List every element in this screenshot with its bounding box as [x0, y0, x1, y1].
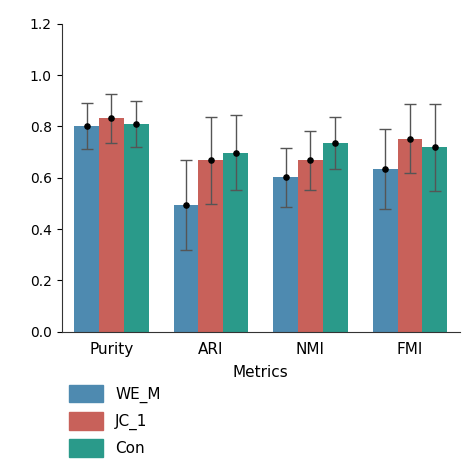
- Point: [207, 156, 215, 164]
- Point: [431, 144, 438, 151]
- Bar: [422, 147, 447, 332]
- Point: [232, 149, 239, 156]
- Bar: [74, 126, 99, 332]
- Bar: [173, 205, 199, 332]
- Point: [182, 201, 190, 209]
- Bar: [124, 124, 149, 332]
- Point: [132, 120, 140, 128]
- Point: [82, 122, 90, 130]
- Bar: [99, 118, 124, 332]
- Point: [331, 139, 339, 147]
- Point: [282, 173, 289, 181]
- Point: [381, 165, 389, 173]
- Point: [307, 156, 314, 164]
- Bar: [323, 143, 348, 332]
- Legend: WE_M, JC_1, Con: WE_M, JC_1, Con: [69, 385, 161, 457]
- Bar: [298, 160, 323, 332]
- Bar: [373, 169, 398, 332]
- X-axis label: Metrics: Metrics: [233, 365, 289, 380]
- Point: [108, 114, 115, 122]
- Bar: [273, 177, 298, 332]
- Bar: [199, 160, 223, 332]
- Bar: [223, 153, 248, 332]
- Point: [406, 135, 414, 143]
- Bar: [398, 139, 422, 332]
